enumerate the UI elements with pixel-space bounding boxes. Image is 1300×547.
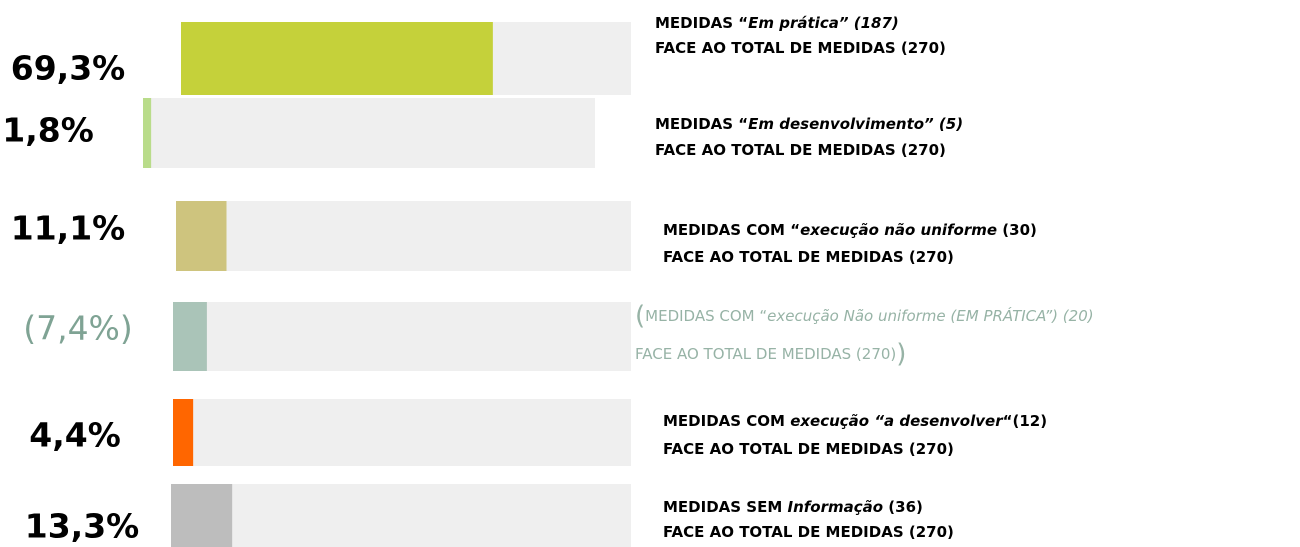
bar [181, 22, 493, 95]
description-run: FACE AO TOTAL DE MEDIDAS (270) [655, 39, 946, 57]
value-label: 69,3% [11, 49, 126, 88]
description-run: MEDIDAS SEM [663, 498, 788, 516]
bar-track [173, 399, 631, 466]
description-run: MEDIDAS “ [655, 14, 748, 32]
description-run: FACE AO TOTAL DE MEDIDAS (270) [663, 248, 954, 266]
description-run: FACE AO TOTAL DE MEDIDAS (270) [663, 523, 954, 541]
description-run: ) [896, 339, 906, 369]
bar [173, 302, 207, 371]
description-run: FACE AO TOTAL DE MEDIDAS (270) [635, 345, 896, 363]
bar [143, 98, 152, 168]
description: MEDIDAS “Em prática” (187) [655, 14, 899, 32]
description-run: “(12) [1003, 412, 1047, 430]
description-run: Informação [788, 498, 884, 516]
value-label: (7,4%) [23, 309, 133, 348]
description: FACE AO TOTAL DE MEDIDAS (270)) [635, 339, 906, 369]
bar [176, 201, 227, 271]
bar-track [143, 98, 595, 168]
value-label: 1,8% [2, 111, 94, 150]
description-run: MEDIDAS COM [663, 412, 790, 430]
description-run: ( [635, 301, 645, 331]
value-label: 13,3% [25, 507, 140, 546]
description: FACE AO TOTAL DE MEDIDAS (270) [655, 141, 946, 159]
description: MEDIDAS SEM Informação (36) [663, 498, 923, 516]
description-run: Em prática” (187) [748, 14, 899, 32]
bar-track [171, 484, 631, 547]
description: MEDIDAS COM “execução não uniforme (30) [663, 221, 1037, 239]
description-run: execução Não uniforme (EM PRÁTICA”) (20) [767, 306, 1093, 325]
value-label: 11,1% [11, 209, 126, 248]
description-run: (36) [883, 498, 923, 516]
description: FACE AO TOTAL DE MEDIDAS (270) [655, 39, 946, 57]
bar-track [176, 201, 631, 271]
description-run: FACE AO TOTAL DE MEDIDAS (270) [663, 440, 954, 458]
description: FACE AO TOTAL DE MEDIDAS (270) [663, 523, 954, 541]
description-run: MEDIDAS COM “ [645, 307, 767, 325]
description-run: execução não uniforme [800, 221, 997, 239]
description: FACE AO TOTAL DE MEDIDAS (270) [663, 440, 954, 458]
description-run: FACE AO TOTAL DE MEDIDAS (270) [655, 141, 946, 159]
bar-track [173, 302, 631, 371]
description-run: MEDIDAS COM “ [663, 221, 800, 239]
description-run: (30) [997, 221, 1037, 239]
description: (MEDIDAS COM “execução Não uniforme (EM … [635, 301, 1094, 331]
description: FACE AO TOTAL DE MEDIDAS (270) [663, 248, 954, 266]
description: MEDIDAS COM execução “a desenvolver“(12) [663, 412, 1047, 430]
description-run: MEDIDAS “ [655, 115, 748, 133]
description-run: execução “a desenvolver [790, 412, 1004, 430]
bar [173, 399, 194, 466]
bar [171, 484, 233, 547]
description-run: Em desenvolvimento” (5) [748, 115, 963, 133]
value-label: 4,4% [29, 416, 121, 455]
description: MEDIDAS “Em desenvolvimento” (5) [655, 115, 963, 133]
